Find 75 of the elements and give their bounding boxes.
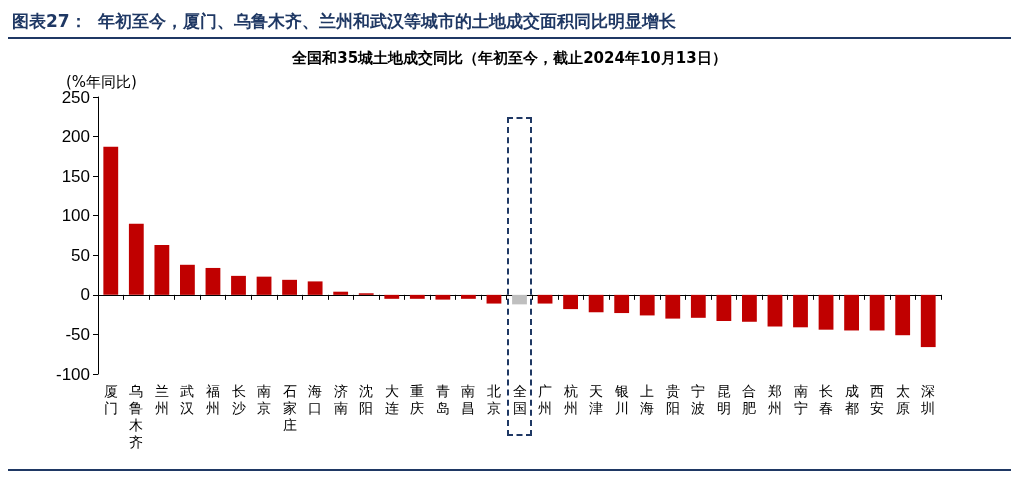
x-tick-label: 济南 — [333, 382, 348, 416]
x-tick-label: 郑州 — [767, 382, 782, 416]
chart-title: 图表27： 年初至今，厦门、乌鲁木齐、兰州和武汉等城市的土地成交面积同比明显增长 — [8, 8, 1011, 39]
bar — [154, 245, 170, 295]
bar — [793, 294, 808, 328]
x-tick-label: 沈阳 — [359, 382, 374, 416]
x-tick-label: 贵阳 — [665, 382, 680, 416]
chart-subtitle: 全国和35城土地成交同比（年初至今，截止2024年10月13日） — [291, 48, 727, 67]
x-tick-label: 天津 — [589, 382, 604, 416]
x-tick-label: 海口 — [308, 382, 323, 416]
y-tick-label: 0 — [80, 285, 90, 305]
bar — [767, 294, 783, 327]
y-tick-label: 200 — [61, 127, 90, 147]
x-tick-label: 深圳 — [920, 382, 936, 416]
x-tick-label: 银川 — [613, 382, 629, 416]
x-tick-label: 全国 — [512, 382, 527, 416]
bar — [205, 267, 221, 295]
bar — [461, 294, 476, 299]
x-tick-label: 武汉 — [180, 382, 195, 416]
x-tick-label: 厦门 — [103, 382, 118, 416]
bar — [409, 294, 425, 299]
bar — [895, 294, 911, 336]
x-tick-label: 北京 — [486, 382, 501, 416]
bar — [435, 294, 451, 300]
x-tick-label: 重庆 — [410, 382, 425, 416]
x-tick-label: 宁波 — [691, 382, 706, 416]
bar — [869, 294, 885, 331]
y-axis-title: (%年同比) — [66, 73, 137, 91]
x-tick-label: 长沙 — [231, 382, 246, 416]
bar — [614, 294, 630, 314]
x-tick-label: 石家庄 — [282, 382, 297, 433]
x-tick-label: 福州 — [205, 382, 220, 416]
bar — [282, 279, 297, 295]
x-tick-label: 青岛 — [435, 382, 450, 416]
bar — [486, 294, 502, 304]
x-tick-label: 南昌 — [461, 382, 476, 416]
x-tick-label: 太原 — [895, 382, 910, 416]
x-tick-label: 乌鲁木齐 — [129, 382, 144, 450]
bar — [665, 294, 681, 319]
bar — [588, 294, 604, 313]
y-tick-label: 100 — [61, 206, 90, 226]
bar — [690, 294, 706, 318]
x-tick-label: 南宁 — [793, 382, 808, 416]
bar — [256, 276, 272, 295]
x-tick-label: 成都 — [844, 382, 859, 416]
bar — [333, 291, 349, 295]
x-tick-label: 南京 — [257, 382, 272, 416]
bar — [844, 294, 859, 331]
bar — [180, 264, 195, 295]
x-tick-label: 西安 — [870, 382, 885, 416]
y-tick-label: -100 — [55, 364, 90, 384]
x-tick-label: 杭州 — [562, 382, 578, 416]
bar — [307, 281, 323, 295]
x-tick-label: 广州 — [538, 382, 553, 416]
x-tick-label: 昆明 — [716, 382, 731, 416]
bar — [231, 275, 246, 295]
x-tick-label: 上海 — [640, 382, 655, 416]
x-tick-label: 兰州 — [154, 382, 169, 416]
bar — [512, 294, 527, 305]
bar — [742, 294, 757, 322]
bar — [818, 294, 834, 330]
bar — [920, 294, 936, 348]
bar — [537, 294, 553, 304]
bar — [384, 294, 400, 299]
x-tick-label: 长春 — [819, 382, 834, 416]
bar — [639, 294, 655, 316]
x-tick-label: 合肥 — [742, 382, 757, 416]
bar — [103, 146, 119, 295]
y-tick-label: 150 — [61, 166, 90, 186]
y-tick-label: -50 — [65, 324, 90, 344]
bar — [563, 294, 578, 310]
bar — [716, 294, 732, 321]
bar — [128, 223, 144, 295]
x-tick-label: 大连 — [384, 382, 399, 416]
y-tick-label: 50 — [71, 245, 90, 265]
